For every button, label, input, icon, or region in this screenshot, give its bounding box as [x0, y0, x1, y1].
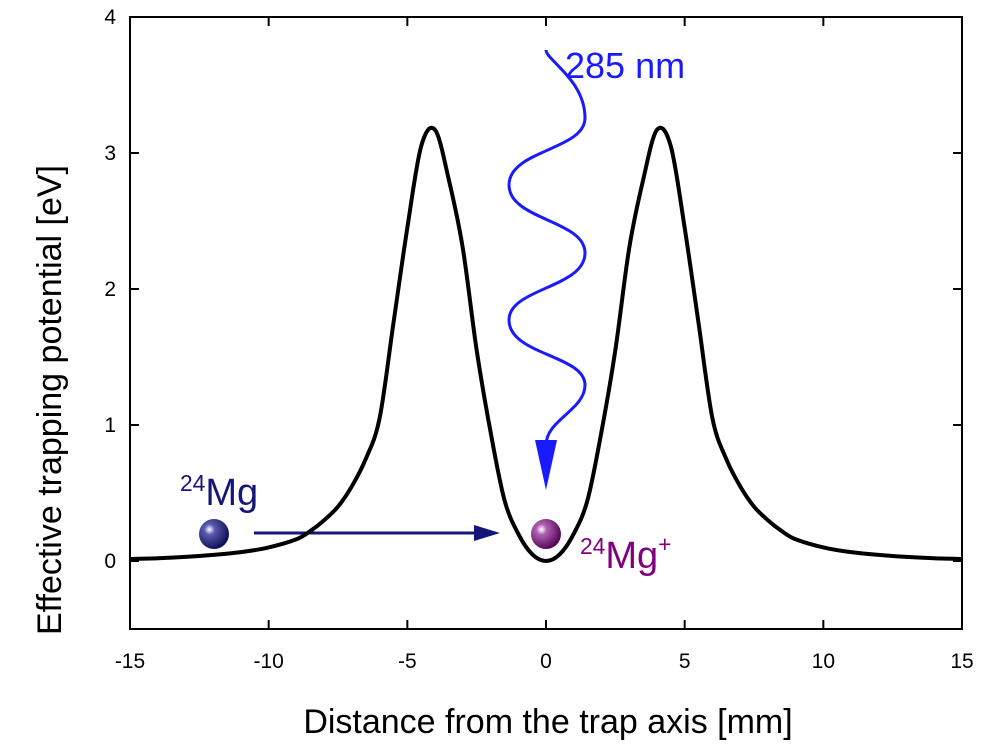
y-axis-title: Effective trapping potential [eV] — [31, 165, 69, 635]
x-tick-label: 15 — [950, 650, 973, 673]
x-tick-label: -15 — [115, 650, 145, 673]
x-axis-title: Distance from the trap axis [mm] — [303, 703, 792, 741]
ion — [531, 519, 561, 549]
photon-wave — [507, 49, 587, 446]
annotation-text: Mg — [605, 535, 658, 577]
y-tick-label: 2 — [104, 278, 116, 301]
y-tick-label: 3 — [104, 142, 116, 165]
annotation-superscript: 24 — [580, 533, 606, 559]
photon-arrowhead — [535, 440, 557, 490]
x-tick-label: 0 — [540, 650, 552, 673]
annotation: 285 nm — [565, 45, 685, 86]
y-tick-label: 1 — [104, 414, 116, 437]
annotation-superscript: 24 — [180, 470, 206, 496]
x-tick-label: -5 — [398, 650, 417, 673]
y-tick-label: 4 — [104, 6, 116, 29]
neutral-atom — [199, 519, 229, 549]
data-line — [129, 125, 963, 564]
annotation: 24Mg — [180, 470, 258, 514]
x-tick-label: 5 — [679, 650, 691, 673]
transfer-arrowhead — [474, 525, 500, 541]
x-tick-label: -10 — [253, 650, 283, 673]
x-tick-label: 10 — [812, 650, 835, 673]
annotation-superscript: + — [658, 531, 671, 557]
annotation-text: 285 nm — [565, 45, 685, 86]
annotation: 24Mg+ — [580, 531, 671, 577]
y-tick-label: 0 — [104, 550, 116, 573]
annotation-text: Mg — [205, 472, 258, 514]
